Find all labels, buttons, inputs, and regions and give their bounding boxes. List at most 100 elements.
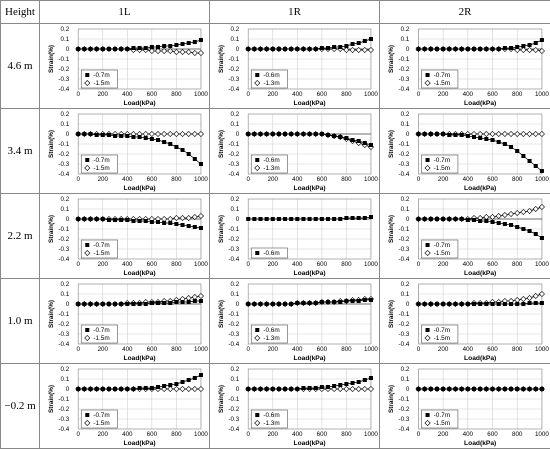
data-point-square (320, 132, 324, 136)
data-point-square (308, 132, 312, 136)
x-axis-label: Load(kPa) (294, 185, 326, 192)
data-point-square (369, 376, 373, 380)
y-axis-label: Strain(%) (388, 300, 395, 328)
legend-marker-square (85, 328, 89, 332)
y-tick-label: -0.4 (399, 426, 410, 433)
data-point-square (277, 217, 281, 221)
data-point-square (295, 132, 299, 136)
data-point-square (338, 300, 342, 304)
legend-label: -0.6m (263, 157, 279, 164)
data-point-square (246, 217, 250, 221)
data-point-square (138, 302, 142, 306)
x-tick-label: 800 (171, 346, 182, 353)
data-point-diamond (356, 47, 361, 52)
x-tick-label: 0 (417, 431, 421, 438)
x-tick-label: 400 (122, 176, 133, 183)
data-point-square (107, 302, 111, 306)
y-axis-label: Strain(%) (48, 385, 55, 413)
x-tick-label: 1000 (535, 176, 549, 183)
data-point-square (265, 132, 269, 136)
data-point-square (144, 136, 148, 140)
y-tick-label: -0.3 (228, 331, 239, 338)
data-point-diamond (174, 386, 179, 391)
data-point-square (187, 152, 191, 156)
y-tick-label: 0 (406, 46, 410, 53)
x-axis-label: Load(kPa) (124, 100, 156, 107)
data-point-diamond (192, 294, 197, 299)
legend-label: -0.6m (263, 250, 279, 257)
data-point-square (503, 302, 507, 306)
data-point-square (332, 45, 336, 49)
data-point-square (88, 302, 92, 306)
y-tick-label: -0.3 (228, 416, 239, 423)
x-tick-label: 200 (438, 431, 449, 438)
y-tick-label: -0.3 (399, 161, 410, 168)
y-axis-label: Strain(%) (48, 215, 55, 243)
legend-label: -1.5m (93, 80, 109, 87)
data-point-square (88, 387, 92, 391)
y-tick-label: -0.4 (399, 256, 410, 263)
x-tick-label: 600 (487, 176, 498, 183)
y-axis-label: Strain(%) (388, 45, 395, 73)
y-tick-label: -0.2 (58, 406, 69, 413)
column-header-2r: 2R (380, 1, 550, 24)
data-point-square (295, 217, 299, 221)
legend-label: -1.3m (263, 335, 279, 342)
y-axis-label: Strain(%) (48, 130, 55, 158)
data-point-square (441, 387, 445, 391)
y-tick-label: 0.1 (401, 206, 410, 213)
x-tick-label: 400 (463, 346, 474, 353)
data-point-square (265, 217, 269, 221)
data-point-square (540, 169, 544, 173)
data-point-square (101, 47, 105, 51)
data-point-diamond (527, 295, 532, 300)
data-point-square (95, 387, 99, 391)
data-point-square (521, 154, 525, 158)
legend-label: -0.7m (93, 72, 109, 79)
data-point-square (447, 133, 451, 137)
data-point-square (107, 218, 111, 222)
data-point-square (308, 386, 312, 390)
y-tick-label: -0.2 (399, 151, 410, 158)
data-point-square (95, 217, 99, 221)
data-point-square (301, 132, 305, 136)
data-point-square (271, 387, 275, 391)
legend-label: -1.5m (434, 420, 451, 427)
data-point-diamond (180, 49, 185, 54)
data-point-diamond (521, 47, 526, 52)
y-tick-label: -0.4 (399, 86, 410, 93)
y-tick-label: 0.2 (231, 196, 240, 203)
data-point-square (416, 387, 420, 391)
legend-marker-square (85, 73, 89, 77)
y-tick-label: -0.3 (399, 76, 410, 83)
x-tick-label: 1000 (535, 261, 549, 268)
data-point-square (369, 143, 373, 147)
data-point-square (252, 217, 256, 221)
data-point-square (363, 141, 367, 145)
y-tick-label: 0.2 (231, 281, 240, 288)
x-tick-label: 0 (76, 176, 80, 183)
data-point-diamond (344, 386, 349, 391)
x-tick-label: 600 (317, 261, 328, 268)
data-point-square (466, 47, 470, 51)
data-point-square (326, 300, 330, 304)
y-tick-label: 0.2 (61, 111, 70, 118)
x-axis-label: Load(kPa) (464, 270, 496, 277)
data-point-square (503, 142, 507, 146)
data-point-square (252, 302, 256, 306)
x-tick-label: 600 (147, 261, 158, 268)
y-tick-label: 0.2 (401, 366, 410, 373)
x-tick-label: 200 (98, 346, 109, 353)
data-point-square (344, 216, 348, 220)
data-point-square (150, 45, 154, 49)
data-point-diamond (186, 131, 191, 136)
legend-label: -1.5m (93, 335, 109, 342)
data-point-diamond (149, 131, 154, 136)
data-point-square (460, 387, 464, 391)
